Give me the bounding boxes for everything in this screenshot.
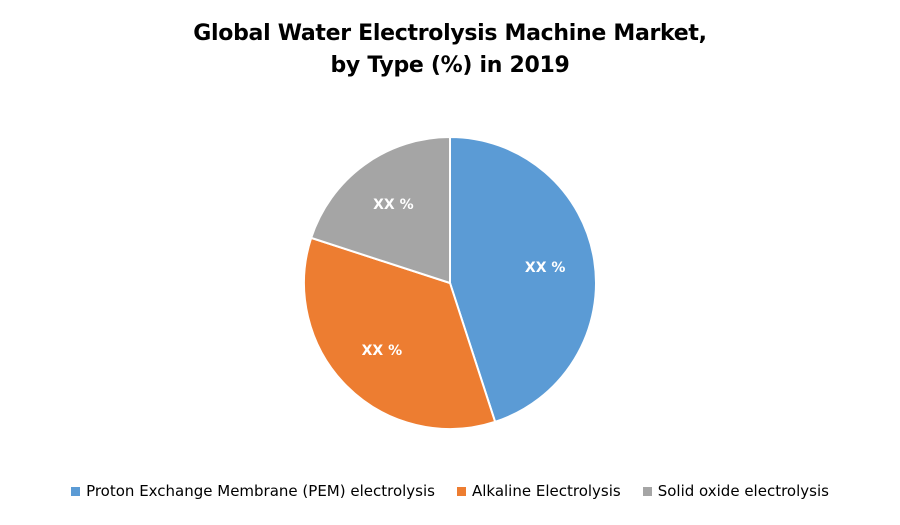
legend-label-3: Solid oxide electrolysis bbox=[657, 482, 829, 500]
legend-label-2: Alkaline Electrolysis bbox=[471, 482, 621, 500]
pie-slice-label-3: XX % bbox=[373, 197, 414, 213]
legend: Proton Exchange Membrane (PEM) electroly… bbox=[0, 482, 900, 500]
pie-slice-label-1: XX % bbox=[525, 260, 566, 276]
pie-slice-3 bbox=[309, 135, 451, 285]
legend-item-1: Proton Exchange Membrane (PEM) electroly… bbox=[71, 482, 435, 500]
legend-item-3: Solid oxide electrolysis bbox=[642, 482, 829, 500]
legend-swatch-1 bbox=[71, 486, 81, 496]
pie-slice-label-2: XX % bbox=[362, 343, 403, 359]
pie-slice-2 bbox=[303, 236, 497, 430]
chart-title-line-2: by Type (%) in 2019 bbox=[330, 53, 570, 78]
pie-slice-1 bbox=[449, 135, 597, 424]
chart-title-line-1: Global Water Electrolysis Machine Market… bbox=[193, 21, 707, 46]
legend-item-2: Alkaline Electrolysis bbox=[456, 482, 621, 500]
chart-title: Global Water Electrolysis Machine Market… bbox=[0, 18, 900, 82]
legend-label-1: Proton Exchange Membrane (PEM) electroly… bbox=[86, 482, 435, 500]
legend-swatch-2 bbox=[456, 486, 466, 496]
legend-swatch-3 bbox=[642, 486, 652, 496]
